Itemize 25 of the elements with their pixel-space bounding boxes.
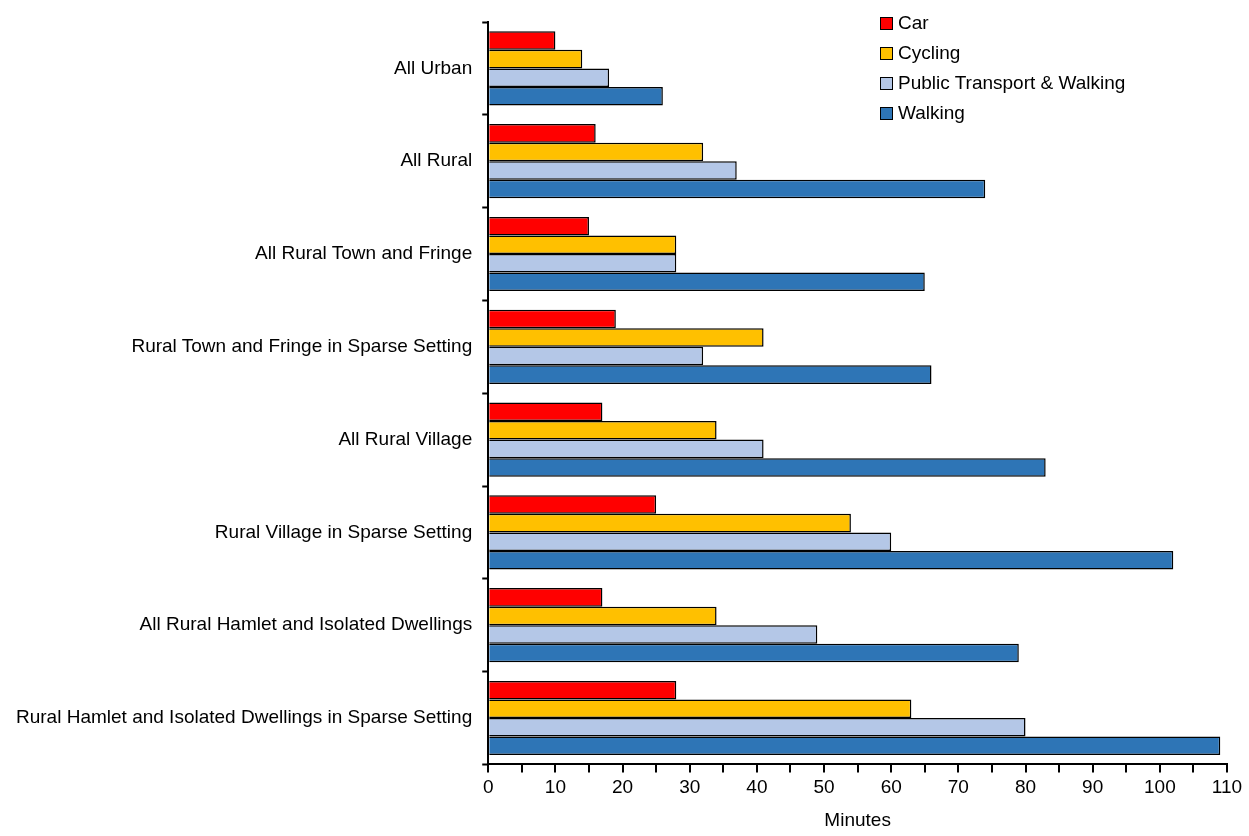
legend-label: Walking [898,101,965,125]
y-tick-label: All Rural Town and Fringe [255,242,473,264]
y-tick-label: Rural Hamlet and Isolated Dwellings in Sparse Setting [16,706,473,728]
y-tick-label: All Rural Hamlet and Isolated Dwellings [139,613,473,635]
x-tick-label: 10 [544,776,566,798]
x-tick-label: 40 [746,776,768,798]
x-tick-label: 100 [1143,776,1176,798]
legend-label: Cycling [898,41,961,65]
x-tick-label: 0 [482,776,494,798]
x-tick-label: 80 [1014,776,1037,798]
y-tick-label: Rural Town and Fringe in Sparse Setting [131,335,473,357]
y-tick-label: Rural Village in Sparse Setting [214,520,473,542]
y-tick-label: All Urban [394,56,473,78]
legend-label: Car [898,11,929,35]
x-tick-label: 30 [679,776,701,798]
x-tick-label: 110 [1211,776,1243,798]
x-tick-label: 50 [813,776,835,798]
x-tick-label: 70 [947,776,969,798]
x-axis-title: Minutes [824,808,891,830]
x-tick-label: 60 [880,776,902,798]
y-tick-label: All Rural [400,149,473,171]
x-tick-label: 20 [611,776,634,798]
x-tick-label: 90 [1082,776,1104,798]
y-tick-label: All Rural Village [338,427,473,449]
legend-label: Public Transport & Walking [898,71,1126,95]
